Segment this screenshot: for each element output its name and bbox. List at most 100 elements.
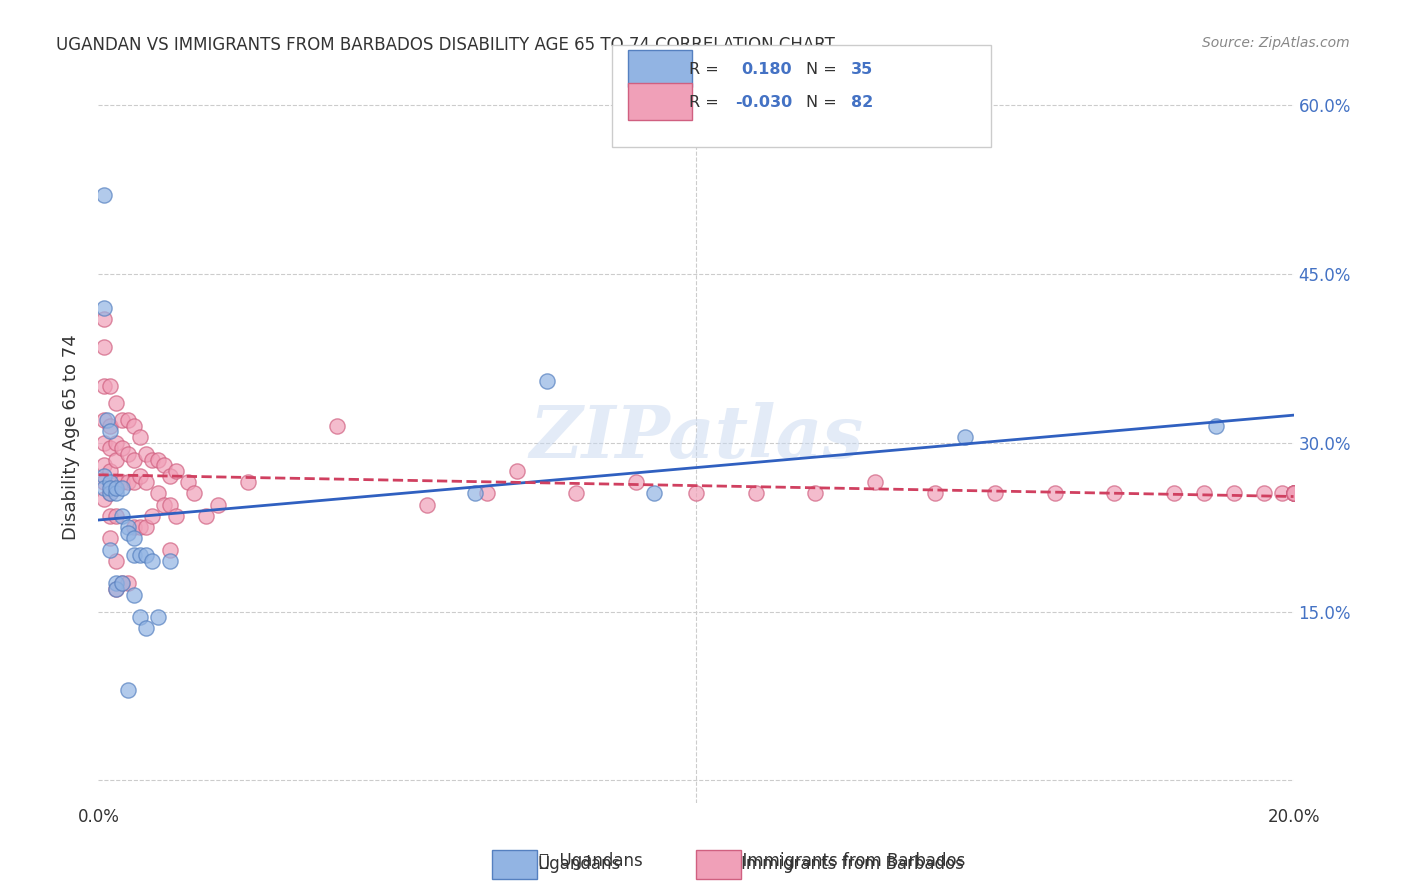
Point xyxy=(129,430,152,444)
Point xyxy=(124,452,146,467)
Point xyxy=(124,475,146,489)
Y-axis label: Disability Age 65 to 74: Disability Age 65 to 74 xyxy=(62,334,80,540)
Point xyxy=(924,486,946,500)
Point xyxy=(141,508,163,523)
Point xyxy=(100,486,122,500)
Point xyxy=(100,464,122,478)
Point xyxy=(804,486,827,500)
Point xyxy=(93,458,115,473)
Point xyxy=(100,508,122,523)
Point xyxy=(105,582,128,596)
Text: Immigrants from Barbados: Immigrants from Barbados xyxy=(741,855,965,873)
Point xyxy=(111,576,134,591)
Point xyxy=(1163,486,1185,500)
Point xyxy=(117,520,139,534)
Point xyxy=(93,312,115,326)
Point xyxy=(148,452,170,467)
Point xyxy=(124,520,146,534)
Text: R =: R = xyxy=(689,95,718,110)
Point xyxy=(100,475,122,489)
Text: Source: ZipAtlas.com: Source: ZipAtlas.com xyxy=(1202,36,1350,50)
Point xyxy=(148,486,170,500)
Point xyxy=(111,508,134,523)
Point xyxy=(111,576,134,591)
Point xyxy=(626,475,648,489)
Point xyxy=(124,418,146,433)
Point xyxy=(1282,486,1305,500)
Point xyxy=(129,610,152,624)
Point xyxy=(93,469,115,483)
Point xyxy=(159,554,181,568)
Point xyxy=(100,418,122,433)
Point xyxy=(1282,486,1305,500)
Point xyxy=(207,498,229,512)
Point xyxy=(984,486,1007,500)
Point xyxy=(685,486,707,500)
Point xyxy=(565,486,588,500)
Point xyxy=(129,520,152,534)
Point xyxy=(1192,486,1215,500)
Point xyxy=(153,458,176,473)
Text: Ugandans: Ugandans xyxy=(537,855,620,873)
Point xyxy=(1282,486,1305,500)
Point xyxy=(105,486,128,500)
Point xyxy=(93,301,115,315)
Point xyxy=(135,548,157,562)
Point xyxy=(105,576,128,591)
Point xyxy=(100,532,122,546)
Point xyxy=(165,508,187,523)
Point xyxy=(117,683,139,698)
Point xyxy=(1282,486,1305,500)
Point xyxy=(148,610,170,624)
Point xyxy=(93,413,115,427)
Point xyxy=(124,588,146,602)
Point xyxy=(1205,418,1227,433)
Point xyxy=(117,525,139,540)
Point xyxy=(111,442,134,456)
Point xyxy=(464,486,486,500)
Text: N =: N = xyxy=(806,95,837,110)
Point xyxy=(105,554,128,568)
Point xyxy=(129,469,152,483)
Point xyxy=(416,498,439,512)
Point xyxy=(100,481,122,495)
Text: -0.030: -0.030 xyxy=(735,95,793,110)
Point xyxy=(100,425,122,439)
Point xyxy=(105,582,128,596)
Point xyxy=(129,548,152,562)
Point xyxy=(117,475,139,489)
Point xyxy=(111,413,134,427)
Point xyxy=(1043,486,1066,500)
Point xyxy=(1282,486,1305,500)
Point xyxy=(141,452,163,467)
Point xyxy=(1223,486,1246,500)
Point xyxy=(93,481,115,495)
Point xyxy=(117,576,139,591)
Point xyxy=(93,475,115,489)
Text: ZIPatlas: ZIPatlas xyxy=(529,401,863,473)
Point xyxy=(111,475,134,489)
Point xyxy=(135,520,157,534)
Point xyxy=(506,464,529,478)
Text: 0.180: 0.180 xyxy=(741,62,792,77)
Text: 🔵  Ugandans: 🔵 Ugandans xyxy=(538,852,643,870)
Point xyxy=(475,486,498,500)
Point xyxy=(1282,486,1305,500)
Point xyxy=(153,498,176,512)
Point xyxy=(93,188,115,202)
Text: 35: 35 xyxy=(851,62,873,77)
Point xyxy=(93,491,115,506)
Text: UGANDAN VS IMMIGRANTS FROM BARBADOS DISABILITY AGE 65 TO 74 CORRELATION CHART: UGANDAN VS IMMIGRANTS FROM BARBADOS DISA… xyxy=(56,36,835,54)
Point xyxy=(159,469,181,483)
Text: 82: 82 xyxy=(851,95,873,110)
Point xyxy=(135,475,157,489)
Point xyxy=(326,418,349,433)
Point xyxy=(105,452,128,467)
Point xyxy=(105,435,128,450)
Point xyxy=(865,475,887,489)
Point xyxy=(1104,486,1126,500)
Point xyxy=(96,413,118,427)
Point xyxy=(105,481,128,495)
Point xyxy=(165,464,187,478)
Point xyxy=(536,374,558,388)
